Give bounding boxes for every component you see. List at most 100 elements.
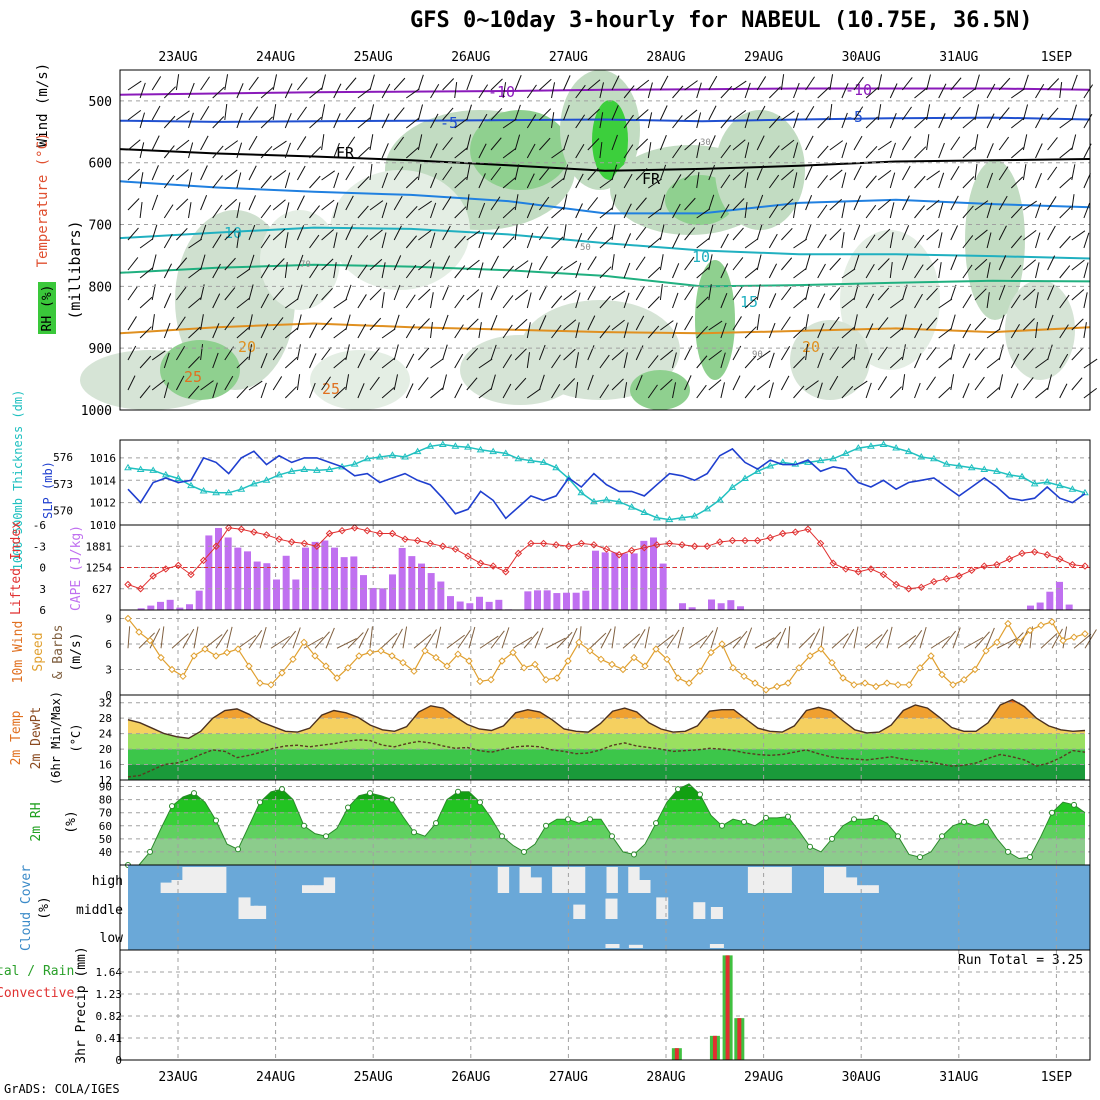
- rh-shading-area: [470, 110, 570, 190]
- cape-bar: [302, 547, 309, 610]
- upper-wind-barb: [865, 87, 879, 99]
- upper-wind-barb: [442, 255, 451, 271]
- wind-speed-point: [168, 665, 176, 674]
- upper-wind-barb: [345, 314, 351, 331]
- upper-wind-barb: [781, 227, 793, 241]
- thickness-point: [1005, 470, 1014, 478]
- lifted-index-point: [602, 545, 611, 553]
- upper-wind-barb: [466, 377, 478, 391]
- upper-wind-barb: [744, 385, 756, 399]
- upper-wind-barb: [889, 83, 898, 99]
- upper-wind-barb: [200, 254, 206, 271]
- thickness-point: [867, 442, 875, 449]
- upper-wind-barb: [127, 198, 140, 211]
- cloud-level-label: low: [100, 931, 124, 946]
- upper-wind-barb: [284, 83, 293, 99]
- upper-wind-barb: [720, 144, 731, 159]
- upper-wind-barb: [732, 139, 746, 151]
- y-tick-label: 800: [89, 280, 112, 295]
- upper-wind-barb: [175, 346, 186, 361]
- upper-wind-barb: [1083, 202, 1091, 219]
- upper-wind-barb: [817, 293, 826, 309]
- upper-wind-barb: [829, 104, 833, 121]
- upper-wind-barb: [551, 265, 563, 279]
- upper-wind-barb: [611, 254, 615, 271]
- thickness-point: [640, 508, 649, 515]
- upper-wind-barb: [200, 344, 204, 361]
- wind-speed-point: [300, 638, 308, 647]
- upper-wind-barb: [260, 145, 273, 159]
- y-tick-label: 1010: [90, 519, 117, 532]
- upper-wind-barb: [708, 320, 723, 331]
- cape-bar: [650, 537, 657, 610]
- upper-wind-barb: [454, 176, 467, 189]
- dewpoint-line: [127, 739, 1086, 778]
- thickness-point: [275, 470, 283, 478]
- upper-wind-barb: [962, 146, 975, 159]
- upper-wind-barb: [176, 169, 189, 181]
- lifted-index-point: [225, 524, 233, 532]
- surface-wind-barb: [468, 626, 476, 649]
- upper-wind-barb: [551, 384, 561, 399]
- upper-wind-barb: [768, 263, 778, 279]
- upper-wind-barb: [393, 344, 399, 361]
- upper-wind-barb: [986, 83, 996, 99]
- upper-wind-barb: [659, 164, 667, 181]
- upper-wind-barb: [841, 385, 854, 399]
- thickness-point: [464, 443, 472, 450]
- wind-speed-point: [311, 652, 319, 660]
- wind-speed-point: [949, 681, 957, 689]
- upper-wind-barb: [575, 382, 579, 399]
- upper-wind-barb: [478, 113, 488, 129]
- upper-wind-barb: [514, 194, 519, 211]
- upper-wind-barb: [805, 76, 815, 91]
- upper-wind-barb: [1047, 78, 1060, 91]
- upper-wind-barb: [296, 165, 306, 181]
- upper-wind-barb: [430, 202, 437, 219]
- upper-wind-barb: [732, 375, 741, 391]
- upper-wind-barb: [732, 109, 747, 121]
- cloud-middle-block: [254, 905, 267, 919]
- upper-wind-barb: [805, 344, 809, 361]
- upper-wind-barb: [575, 262, 582, 279]
- upper-wind-barb: [708, 224, 714, 241]
- cloud-high-block: [302, 885, 314, 893]
- upper-wind-barb: [200, 76, 210, 91]
- upper-wind-barb: [526, 352, 531, 369]
- upper-wind-barb: [200, 165, 208, 181]
- wind-speed-point: [663, 655, 671, 664]
- upper-wind-barb: [659, 105, 668, 121]
- lifted-index-point: [199, 556, 208, 565]
- rh-point: [1005, 848, 1011, 855]
- wind-speed-point: [630, 653, 638, 662]
- upper-wind-barb: [817, 352, 824, 369]
- surface-wind-barb: [413, 633, 432, 649]
- y-tick-label: 576: [53, 451, 73, 464]
- wind-speed-point: [344, 664, 352, 672]
- upper-wind-barb: [236, 202, 241, 219]
- upper-wind-barb: [357, 294, 367, 309]
- lifted-index-line: [127, 527, 1086, 590]
- upper-wind-barb: [309, 264, 319, 279]
- upper-wind-barb: [296, 195, 305, 211]
- thickness-point: [237, 485, 246, 492]
- contour-label: 15: [740, 293, 758, 311]
- wind-speed-point: [388, 652, 396, 660]
- cloud-high-block: [215, 867, 227, 893]
- upper-wind-barb: [793, 82, 800, 99]
- upper-wind-barb: [611, 134, 618, 151]
- cape-bar: [572, 592, 580, 610]
- rh-point: [1027, 854, 1033, 861]
- thickness-point: [992, 467, 1001, 474]
- upper-wind-barb: [514, 377, 527, 391]
- upper-wind-barb: [236, 297, 250, 309]
- upper-wind-barb: [224, 228, 237, 241]
- y-tick-label: 9: [105, 613, 112, 626]
- upper-wind-barb: [950, 166, 960, 181]
- rh-shading-area: [160, 340, 240, 400]
- cloud-high-block: [780, 867, 792, 893]
- upper-wind-barb: [563, 164, 569, 181]
- cloud-high-block: [758, 867, 771, 893]
- upper-wind-barb: [309, 146, 322, 159]
- lifted-index-point: [741, 536, 749, 545]
